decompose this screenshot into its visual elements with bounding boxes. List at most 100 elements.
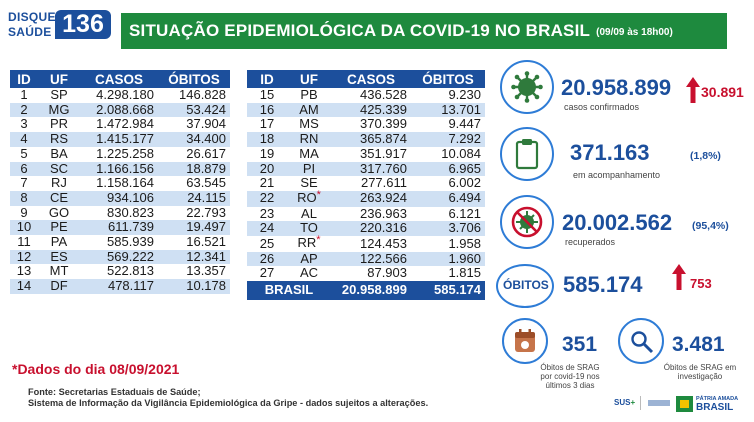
cell-id: 10 — [10, 219, 38, 236]
cell-id: 12 — [10, 249, 38, 265]
cell-id: 7 — [10, 175, 38, 191]
acompanhamento-value: 371.163 — [570, 140, 650, 165]
cell-casos: 522.813 — [80, 264, 158, 279]
cell-uf: MA — [287, 145, 331, 162]
cell-id-text: 5 — [20, 145, 28, 161]
cell-casos-text: 4.298.180 — [96, 87, 154, 102]
cell-id: 13 — [10, 264, 38, 279]
cell-casos-text: 2.088.668 — [96, 101, 154, 117]
cell-uf-text: MA — [299, 145, 319, 161]
table-row: 9 GO 830.823 22.793 — [10, 204, 230, 221]
cell-uf: MS — [287, 117, 331, 132]
cell-uf: RS — [38, 131, 80, 147]
cell-casos: 2.088.668 — [80, 101, 158, 118]
cell-uf-text: TO — [300, 220, 318, 236]
recuperados-badge — [500, 195, 554, 249]
cell-casos: 585.939 — [80, 234, 158, 250]
cell-obitos-text: 13.357 — [186, 263, 226, 279]
table-row: 6 SC 1.166.156 18.879 — [10, 160, 230, 177]
cell-id: 22 — [247, 191, 287, 207]
cell-uf: CE — [38, 190, 80, 206]
cell-id-text: 9 — [20, 204, 28, 220]
cell-casos: 365.874 — [331, 131, 411, 147]
cell-uf-text: AL — [301, 205, 317, 221]
table-row: 4 RS 1.415.177 34.400 — [10, 131, 230, 147]
cell-uf-text: AM — [299, 101, 319, 117]
cell-id-text: 23 — [259, 205, 275, 221]
acompanhamento-badge — [500, 127, 554, 181]
cell-id: 19 — [247, 146, 287, 162]
cell-id: 18 — [247, 131, 287, 147]
cell-id: 9 — [10, 204, 38, 221]
cell-obitos: 19.497 — [158, 219, 230, 236]
cell-casos: 124.453 — [331, 236, 411, 252]
cell-obitos: 3.706 — [411, 220, 485, 237]
arrow-up-icon — [686, 77, 700, 103]
cell-uf: BA — [38, 145, 80, 162]
col-header-uf: UF — [38, 70, 80, 88]
cell-casos: 611.739 — [80, 219, 158, 236]
cell-obitos-text: 146.828 — [179, 87, 226, 102]
gov-line2: BRASIL — [696, 402, 734, 413]
cell-casos: 277.611 — [331, 175, 411, 191]
col-header-uf: UF — [287, 70, 331, 88]
cell-casos: 122.566 — [331, 251, 411, 267]
cell-uf: AC — [287, 266, 331, 281]
cell-uf-text: RS — [49, 131, 69, 147]
obitos-value: 585.174 — [563, 272, 643, 297]
cell-id: 3 — [10, 117, 38, 132]
clipboard-icon — [515, 139, 539, 170]
cell-uf: MG — [38, 102, 80, 118]
cell-casos-text: 370.399 — [360, 116, 407, 132]
brasil-total-row: BRASIL 20.958.899 585.174 — [247, 281, 485, 301]
ministerio-logo — [648, 400, 670, 406]
srag-obitos-value: 351 — [562, 333, 598, 356]
cell-id-text: 3 — [20, 116, 28, 132]
cell-obitos-text: 37.904 — [186, 116, 226, 132]
logo-line2: SAÚDE — [8, 25, 52, 39]
source-note: Fonte: Secretarias Estaduais de Saúde; S… — [28, 387, 428, 409]
cell-uf: GO — [38, 205, 80, 221]
cell-casos: 87.903 — [331, 266, 411, 281]
cell-uf-text: AP — [300, 250, 318, 266]
cell-casos: 263.924 — [331, 191, 411, 207]
cell-uf: PB — [287, 87, 331, 103]
cell-uf: AM — [287, 101, 331, 118]
cell-uf: PA — [38, 234, 80, 250]
page-title: SITUAÇÃO EPIDEMIOLÓGICA DA COVID-19 NO B… — [129, 21, 591, 40]
cell-id-text: 4 — [20, 131, 28, 147]
obitos-tag: ÓBITOS — [503, 278, 549, 292]
cell-id-text: 22 — [259, 190, 275, 206]
cell-uf: PR — [38, 117, 80, 132]
cell-obitos-text: 26.617 — [186, 145, 226, 161]
srag-obitos-badge — [502, 318, 548, 364]
cell-uf-text: RR — [297, 235, 317, 251]
col-header-obitos: ÓBITOS — [411, 70, 485, 88]
source-line-1: Fonte: Secretarias Estaduais de Saúde; — [28, 387, 201, 397]
title-bar: SITUAÇÃO EPIDEMIOLÓGICA DA COVID-19 NO B… — [121, 13, 727, 49]
srag-obitos-label: Óbitos de SRAG por covid-19 nos últimos … — [540, 363, 600, 390]
col-header-obitos: ÓBITOS — [158, 70, 230, 88]
cell-obitos: 24.115 — [158, 190, 230, 206]
cell-casos-text: 1.166.156 — [96, 160, 154, 176]
cell-obitos-text: 3.706 — [448, 220, 481, 236]
cell-casos-text: 277.611 — [360, 175, 407, 191]
cell-casos-text: 425.339 — [360, 101, 407, 117]
asterisk-mark: * — [316, 234, 321, 247]
confirmados-label: casos confirmados — [564, 102, 640, 112]
srag-investigacao-label: Óbitos de SRAG em investigação — [663, 363, 737, 381]
cell-id: 27 — [247, 266, 287, 281]
calendar-icon — [515, 329, 535, 352]
cell-obitos: 53.424 — [158, 102, 230, 118]
cell-uf-text: DF — [50, 278, 68, 294]
cell-uf-text: SP — [50, 87, 68, 102]
table-row: 3 PR 1.472.984 37.904 — [10, 117, 230, 132]
virus-icon — [511, 71, 543, 103]
table-row: 14 DF 478.117 10.178 — [10, 278, 230, 294]
cell-obitos: 1.815 — [411, 266, 485, 281]
cell-uf-text: RN — [299, 131, 319, 147]
col-header-id: ID — [10, 70, 38, 88]
cell-obitos-text: 6.002 — [448, 175, 481, 191]
cell-uf-text: BA — [50, 145, 68, 161]
cell-obitos: 10.178 — [158, 278, 230, 294]
